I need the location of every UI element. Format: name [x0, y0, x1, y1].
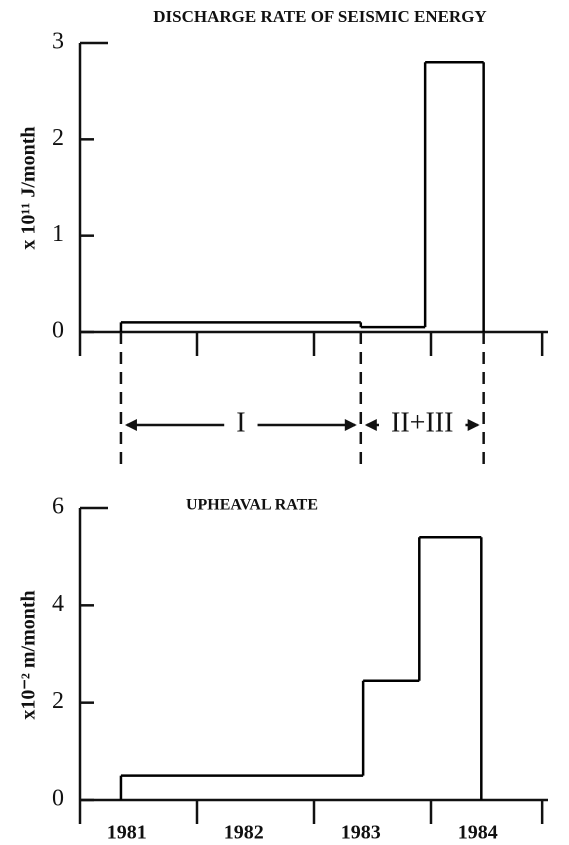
y-tick-label: 1 — [52, 221, 64, 247]
y-tick-label: 0 — [52, 318, 64, 344]
y-axis-label: x10⁻² m/month — [18, 590, 40, 719]
y-tick-label: 2 — [52, 688, 64, 714]
phase-label: I — [236, 407, 245, 438]
arrowhead — [344, 419, 357, 431]
arrowhead — [467, 419, 480, 431]
y-tick-label: 0 — [52, 786, 64, 812]
y-tick-label: 2 — [52, 125, 64, 151]
x-tick-label: 1983 — [341, 822, 381, 844]
y-tick-label: 6 — [52, 494, 64, 520]
y-tick-label: 3 — [52, 29, 64, 55]
y-axis-label: x 10¹¹ J/month — [18, 126, 40, 249]
x-tick-label: 1981 — [107, 822, 147, 844]
y-tick-label: 4 — [52, 591, 64, 617]
x-tick-label: 1982 — [224, 822, 264, 844]
x-tick-label: 1984 — [458, 822, 498, 844]
phase-label: II+III — [391, 407, 453, 438]
arrowhead — [364, 419, 377, 431]
chart-title: DISCHARGE RATE OF SEISMIC ENERGY — [153, 7, 486, 26]
arrowhead — [124, 419, 137, 431]
chart-title: UPHEAVAL RATE — [186, 497, 318, 514]
